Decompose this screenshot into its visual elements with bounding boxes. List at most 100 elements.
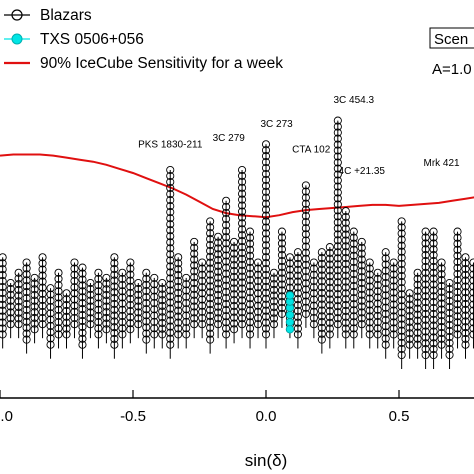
blazar-point-6-9 xyxy=(46,284,55,293)
blazar-point-54-4 xyxy=(429,327,438,336)
blazar-point-39-8 xyxy=(309,270,318,279)
blazar-point-4-4 xyxy=(30,302,39,311)
blazar-point-9-7 xyxy=(70,276,79,286)
blazar-point-10-2 xyxy=(78,328,87,337)
blazar-point-0-6 xyxy=(0,294,7,303)
blazar-point-1-5 xyxy=(6,290,15,299)
blazar-point-22-9 xyxy=(174,277,183,286)
blazar-point-50-15 xyxy=(397,259,406,268)
blazar-point-18-8 xyxy=(142,286,151,296)
blazar-point-31-10 xyxy=(245,269,255,279)
blazar-point-31-11 xyxy=(245,263,255,272)
blazar-point-25-0 xyxy=(198,320,207,329)
blazar-point-33-8 xyxy=(261,282,271,291)
blazar-point-30-15 xyxy=(238,231,247,240)
blazar-point-17-6 xyxy=(134,284,143,293)
blazar-point-42-17 xyxy=(333,218,342,227)
blazar-point-35-9 xyxy=(277,256,287,266)
source-label-0: PKS 1830-211 xyxy=(138,139,203,150)
blazar-point-47-4 xyxy=(373,305,382,314)
blazar-point-12-3 xyxy=(94,311,103,320)
blazar-point-26-14 xyxy=(206,252,215,261)
blazar-point-21-22 xyxy=(166,208,175,217)
blazar-point-19-7 xyxy=(150,286,159,295)
blazar-point-37-8 xyxy=(293,283,302,292)
txs-point-0 xyxy=(285,325,295,334)
blazar-point-32-10 xyxy=(253,258,263,267)
txs-point-1 xyxy=(285,317,295,327)
blazar-point-37-6 xyxy=(293,295,302,304)
blazar-point-48-10 xyxy=(381,278,390,288)
blazar-point-42-5 xyxy=(333,290,342,299)
blazar-point-2-7 xyxy=(14,280,23,289)
blazar-point-33-22 xyxy=(261,199,271,208)
blazar-point-52-0 xyxy=(413,340,422,349)
blazar-point-14-3 xyxy=(110,323,119,332)
blazar-point-58-5 xyxy=(461,311,470,320)
blazar-point-14-4 xyxy=(110,317,119,326)
source-label-2: 3C 273 xyxy=(261,119,294,130)
blazar-point-2-2 xyxy=(14,308,23,317)
blazar-point-19-9 xyxy=(150,273,159,282)
blazar-point-33-18 xyxy=(261,223,271,232)
blazar-point-33-4 xyxy=(261,306,271,315)
blazar-point-38-1 xyxy=(301,303,310,312)
blazar-point-29-9 xyxy=(230,272,239,281)
blazar-point-18-1 xyxy=(142,329,151,338)
blazar-point-22-13 xyxy=(174,253,183,262)
blazar-point-48-13 xyxy=(381,260,390,269)
blazar-point-19-3 xyxy=(150,311,159,320)
blazar-point-26-9 xyxy=(206,282,215,291)
blazar-point-24-3 xyxy=(190,302,199,311)
blazar-point-41-2 xyxy=(325,318,334,327)
blazar-point-18-7 xyxy=(142,293,151,302)
blazar-point-21-24 xyxy=(166,196,175,205)
blazar-point-54-6 xyxy=(429,315,438,324)
blazar-point-30-11 xyxy=(238,254,247,263)
blazar-point-51-6 xyxy=(405,306,414,315)
blazar-point-16-0 xyxy=(126,325,135,334)
blazar-point-50-20 xyxy=(397,229,406,238)
blazar-point-42-11 xyxy=(333,254,342,263)
blazar-point-41-13 xyxy=(325,254,334,263)
blazar-point-24-0 xyxy=(190,320,199,329)
blazar-point-6-3 xyxy=(46,321,55,330)
blazar-point-58-10 xyxy=(461,282,470,291)
txs-point-2 xyxy=(285,310,295,320)
blazar-point-53-15 xyxy=(421,262,430,271)
blazar-point-26-0 xyxy=(206,335,215,344)
blazar-point-43-17 xyxy=(341,230,350,239)
blazar-point-42-20 xyxy=(333,200,342,209)
legend-entry-blazars: Blazars xyxy=(4,7,92,24)
blazar-point-26-12 xyxy=(206,264,215,273)
blazar-point-31-0 xyxy=(245,330,255,339)
blazar-point-31-9 xyxy=(245,275,255,285)
blazar-point-26-11 xyxy=(206,270,215,279)
blazar-point-51-5 xyxy=(405,312,414,321)
blazar-point-50-3 xyxy=(397,332,406,341)
blazar-point-21-25 xyxy=(166,190,175,199)
blazar-point-30-0 xyxy=(238,320,247,329)
blazar-point-28-10 xyxy=(222,269,231,278)
blazar-point-47-10 xyxy=(373,268,382,277)
blazar-point-37-1 xyxy=(293,324,302,333)
blazar-point-58-4 xyxy=(461,317,470,326)
blazar-point-11-1 xyxy=(86,314,95,323)
blazar-point-52-11 xyxy=(413,274,422,283)
blazar-point-46-8 xyxy=(365,282,374,291)
blazar-point-50-11 xyxy=(397,284,406,293)
blazar-point-58-15 xyxy=(461,253,470,262)
blazar-point-25-2 xyxy=(198,307,207,316)
blazar-point-30-8 xyxy=(238,272,247,281)
blazar-point-37-9 xyxy=(293,277,302,286)
blazar-point-21-3 xyxy=(166,322,175,331)
blazar-point-35-5 xyxy=(277,280,287,289)
blazar-point-22-10 xyxy=(174,271,183,280)
blazar-point-22-2 xyxy=(174,318,183,327)
blazar-point-33-24 xyxy=(261,187,271,196)
blazar-point-21-6 xyxy=(166,304,175,313)
blazar-point-28-20 xyxy=(222,208,231,217)
blazar-point-21-28 xyxy=(166,171,175,181)
blazar-point-18-9 xyxy=(142,280,151,289)
blazar-point-59-8 xyxy=(469,282,474,291)
